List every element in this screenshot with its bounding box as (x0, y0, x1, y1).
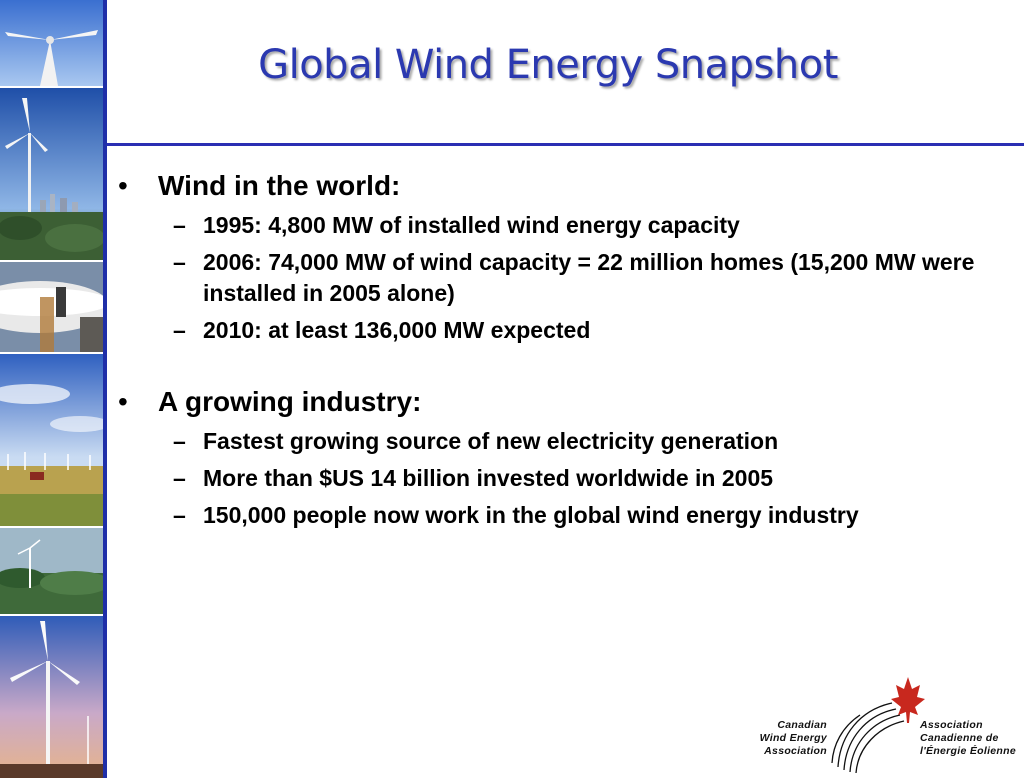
bullet-heading-growing-industry: • A growing industry: (118, 384, 998, 420)
heading-text: A growing industry: (158, 386, 422, 417)
heading-text: Wind in the world: (158, 170, 401, 201)
sub-bullet-item: – 2006: 74,000 MW of wind capacity = 22 … (118, 247, 998, 309)
logo-english-text: Canadian Wind Energy Association (745, 719, 827, 758)
photo-turbine-sky (0, 0, 103, 88)
slide-content: • Wind in the world: – 1995: 4,800 MW of… (118, 168, 998, 531)
logo-french-text: Association Canadienne de l'Énergie Éoli… (920, 719, 1024, 758)
dash-icon: – (173, 428, 186, 454)
sub-bullet-item: – 1995: 4,800 MW of installed wind energ… (118, 210, 998, 241)
slide-title: Global Wind Energy Snapshot (258, 42, 838, 88)
photo-turbine-city (0, 88, 103, 262)
logo-en-line: Wind Energy (759, 732, 827, 744)
logo-en-line: Association (764, 745, 827, 757)
dash-icon: – (173, 465, 186, 491)
dash-icon: – (173, 249, 186, 275)
photo-wind-farm-field (0, 354, 103, 528)
sub-bullet-text: 150,000 people now work in the global wi… (203, 502, 859, 528)
logo-fr-line: Canadienne de (920, 732, 999, 744)
logo-fr-line: Association (920, 719, 983, 731)
sub-bullet-item: – Fastest growing source of new electric… (118, 426, 998, 457)
canwea-logo: Canadian Wind Energy Association Associa… (745, 675, 1024, 778)
bullet-icon: • (118, 386, 128, 417)
maple-leaf-swoosh-icon (831, 677, 925, 774)
bullet-heading-wind-world: • Wind in the world: (118, 168, 998, 204)
sub-bullet-text: Fastest growing source of new electricit… (203, 428, 779, 454)
title-divider (107, 143, 1024, 146)
sub-bullet-item: – 150,000 people now work in the global … (118, 500, 998, 531)
photo-blade-workers (0, 262, 103, 354)
sidebar-accent-line (103, 0, 107, 778)
photo-sunset-turbines (0, 616, 103, 778)
logo-en-line: Canadian (777, 719, 827, 731)
dash-icon: – (173, 502, 186, 528)
photo-forest-turbines (0, 528, 103, 616)
bullet-icon: • (118, 170, 128, 201)
sub-bullet-text: More than $US 14 billion invested worldw… (203, 465, 774, 491)
sub-bullet-item: – 2010: at least 136,000 MW expected (118, 315, 998, 346)
sub-bullet-text: 1995: 4,800 MW of installed wind energy … (203, 212, 740, 238)
logo-fr-line: l'Énergie Éolienne (920, 745, 1017, 757)
dash-icon: – (173, 212, 186, 238)
sub-bullet-text: 2010: at least 136,000 MW expected (203, 317, 591, 343)
sub-bullet-item: – More than $US 14 billion invested worl… (118, 463, 998, 494)
sub-bullet-text: 2006: 74,000 MW of wind capacity = 22 mi… (203, 249, 975, 306)
dash-icon: – (173, 317, 186, 343)
photo-sidebar (0, 0, 103, 778)
